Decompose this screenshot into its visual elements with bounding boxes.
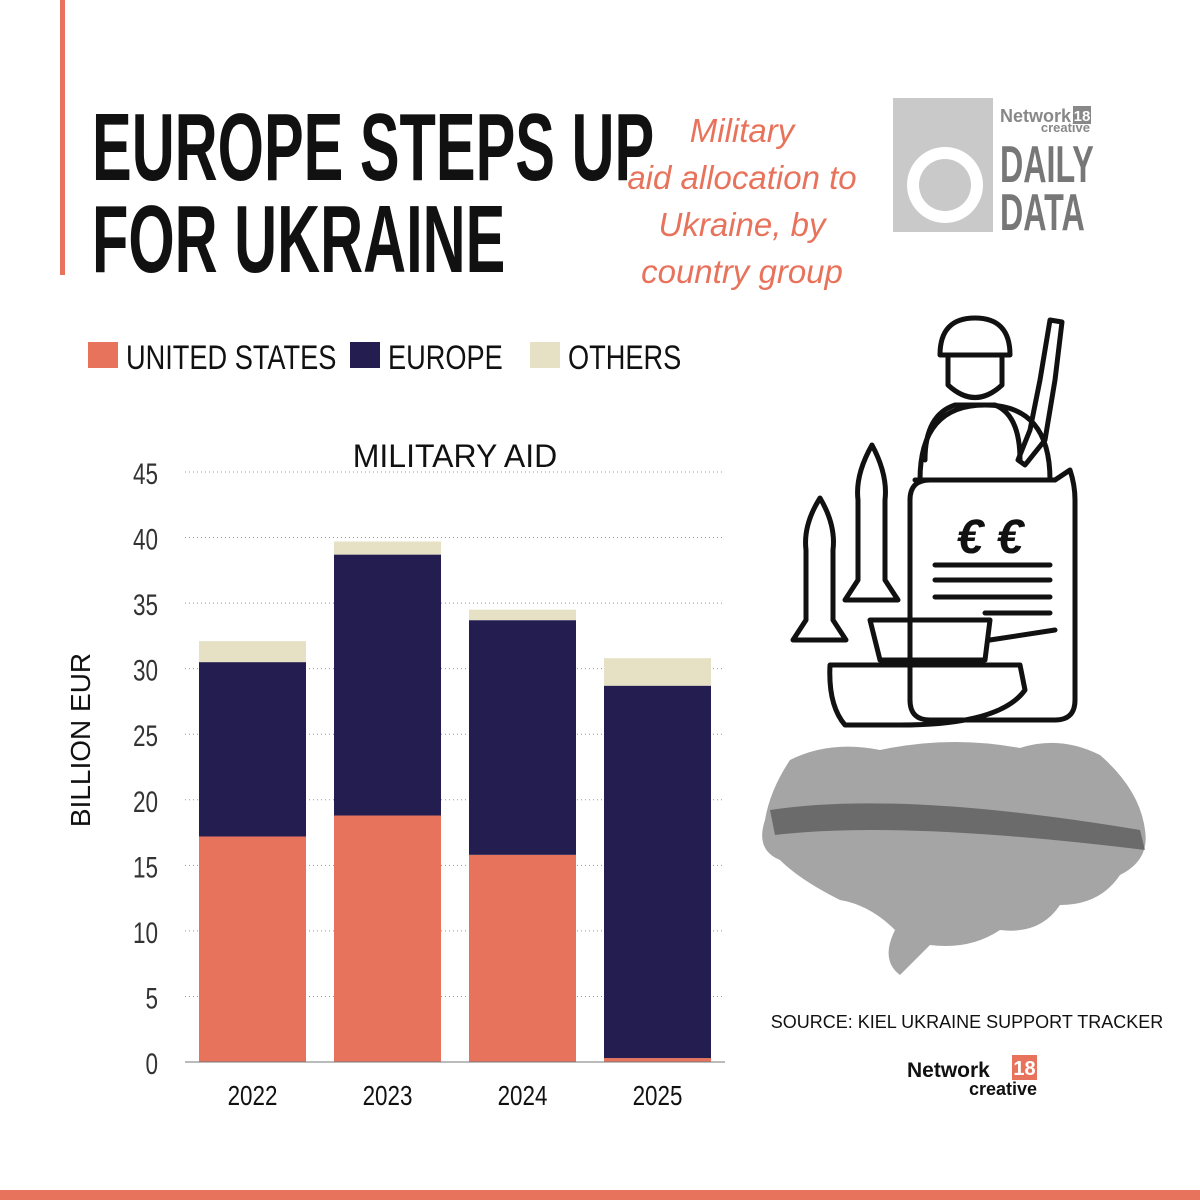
missile-icon — [842, 442, 901, 603]
title-line: FOR UKRAINE — [92, 185, 505, 292]
x-tick-label: 2022 — [228, 1081, 278, 1112]
y-tick-label: 35 — [133, 588, 158, 622]
subtitle-line: Ukraine, by — [659, 206, 828, 243]
footer-brand: Network — [907, 1059, 990, 1082]
bar-segment — [469, 620, 576, 855]
tank-icon — [827, 617, 1058, 728]
logo-line: DATA — [1000, 184, 1085, 242]
subtitle-line: Military — [690, 112, 797, 149]
missile-icon — [790, 495, 849, 643]
title: EUROPE STEPS UP FOR UKRAINE — [92, 93, 654, 292]
bar-segment — [469, 609, 576, 621]
illustration: € € — [762, 315, 1146, 975]
y-tick-label: 0 — [145, 1047, 158, 1081]
y-tick-label: 5 — [145, 981, 158, 1015]
footer-badge — [1012, 1055, 1037, 1080]
bar-segment — [334, 541, 441, 555]
logo: Network 18 creative DAILY DATA — [893, 98, 1094, 242]
source: SOURCE: KIEL UKRAINE SUPPORT TRACKER — [771, 1012, 1163, 1032]
y-tick-label: 20 — [133, 785, 158, 819]
legend: UNITED STATES EUROPE OTHERS — [88, 338, 681, 377]
logo-number: 18 — [1074, 108, 1091, 125]
y-axis-label: BILLION EUR — [65, 653, 96, 827]
y-tick-label: 25 — [133, 719, 158, 753]
soldier-icon — [922, 315, 1023, 463]
x-tick-label: 2023 — [363, 1081, 413, 1112]
y-tick-label: 10 — [133, 916, 158, 950]
bar-segment — [469, 854, 576, 1062]
subtitle: Military aid allocation to Ukraine, by c… — [627, 112, 856, 290]
rifle-icon — [1015, 317, 1065, 468]
bar-segment — [199, 641, 306, 663]
x-tick-label: 2025 — [633, 1081, 683, 1112]
subtitle-line: aid allocation to — [627, 159, 856, 196]
chart-title: MILITARY AID — [353, 438, 558, 474]
bar-segment — [604, 685, 711, 1059]
legend-label: OTHERS — [568, 338, 681, 377]
x-tick-label: 2024 — [498, 1081, 548, 1112]
bottom-bar — [0, 1190, 1200, 1200]
bar-segment — [199, 662, 306, 837]
y-tick-label: 30 — [133, 654, 158, 688]
legend-swatch — [88, 342, 118, 368]
y-tick-label: 15 — [133, 850, 158, 884]
ukraine-map-shade — [770, 803, 1145, 850]
ukraine-map — [762, 741, 1146, 975]
euro-symbols: € € — [957, 511, 1026, 564]
bar-segment — [604, 1058, 711, 1062]
logo-badge — [1073, 106, 1091, 124]
legend-swatch — [530, 342, 560, 368]
legend-label: UNITED STATES — [126, 338, 336, 377]
accent-bar — [60, 0, 65, 275]
bar-segment — [199, 836, 306, 1062]
logo-sub: creative — [1041, 120, 1090, 135]
footer-number: 18 — [1013, 1058, 1035, 1080]
bar-segment — [334, 554, 441, 816]
bar-segment — [604, 658, 711, 686]
title-line: EUROPE STEPS UP — [92, 93, 654, 200]
y-tick-label: 40 — [133, 522, 158, 556]
logo-brand: Network — [1000, 106, 1072, 126]
subtitle-line: country group — [641, 253, 843, 290]
bar-segment — [334, 815, 441, 1062]
legend-swatch — [350, 342, 380, 368]
logo-line: DAILY — [1000, 136, 1094, 194]
footer-sub: creative — [969, 1079, 1037, 1099]
y-tick-label: 45 — [133, 457, 158, 491]
legend-label: EUROPE — [388, 338, 503, 377]
logo-circle — [919, 159, 971, 211]
document-lines — [932, 562, 1053, 616]
